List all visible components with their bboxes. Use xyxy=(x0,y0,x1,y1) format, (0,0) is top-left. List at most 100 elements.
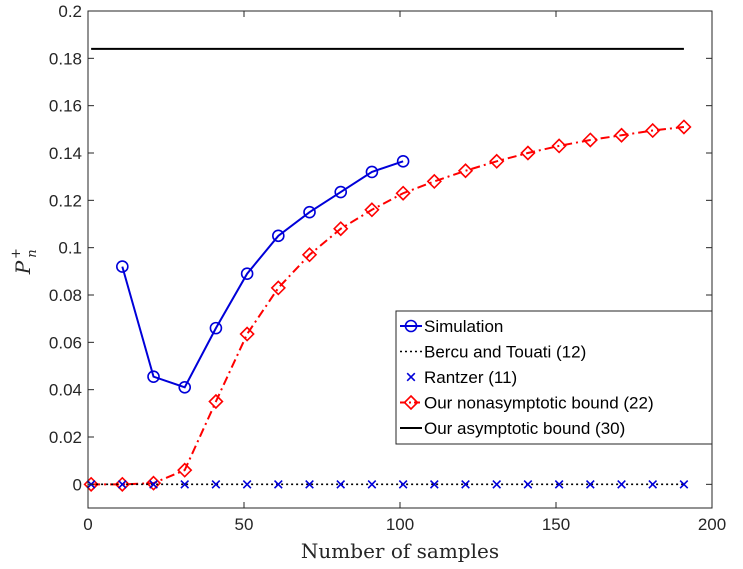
legend-marker xyxy=(406,372,416,382)
data-point xyxy=(180,479,190,489)
legend-item: Our nonasymptotic bound (22) xyxy=(400,394,654,413)
x-marker-stroke xyxy=(149,479,158,489)
data-point xyxy=(648,479,658,489)
data-point xyxy=(239,326,255,342)
data-point xyxy=(211,479,221,489)
y-axis-label-subscript: n xyxy=(25,249,40,257)
legend-item: Bercu and Touati (12) xyxy=(400,343,586,362)
x-marker-stroke xyxy=(461,479,470,489)
x-marker-stroke xyxy=(305,479,314,489)
series-line xyxy=(121,160,404,389)
data-point xyxy=(367,479,377,489)
data-point xyxy=(582,132,598,148)
data-point xyxy=(83,476,99,492)
data-point xyxy=(242,479,252,489)
data-point xyxy=(116,260,129,273)
legend-label: Our asymptotic bound (30) xyxy=(424,419,625,438)
data-point xyxy=(336,479,346,489)
data-point xyxy=(645,122,661,139)
data-point xyxy=(457,163,474,179)
x-marker-stroke xyxy=(648,479,658,489)
data-point xyxy=(398,479,408,489)
x-marker-stroke xyxy=(523,479,533,489)
x-marker-stroke xyxy=(211,479,221,489)
data-point xyxy=(303,205,316,219)
y-tick-label: 0.06 xyxy=(49,333,82,352)
y-axis-label-main: P xyxy=(11,260,35,275)
legend-label: Our nonasymptotic bound (22) xyxy=(424,394,654,413)
data-point xyxy=(305,479,314,489)
x-tick-label: 100 xyxy=(386,515,414,534)
legend-label: Rantzer (11) xyxy=(424,368,517,387)
x-axis-label: Number of samples xyxy=(301,539,499,563)
y-tick-label: 0 xyxy=(73,475,82,494)
data-point xyxy=(429,479,439,489)
x-marker-stroke xyxy=(617,479,626,489)
data-point xyxy=(364,202,380,218)
data-point xyxy=(461,479,470,489)
y-tick-label: 0.12 xyxy=(49,191,82,210)
y-tick-label: 0.14 xyxy=(49,144,82,163)
data-point xyxy=(613,127,630,143)
data-point xyxy=(177,462,193,478)
data-point xyxy=(178,380,192,394)
x-marker-stroke xyxy=(406,372,416,382)
data-point xyxy=(676,119,692,135)
x-marker-stroke xyxy=(367,479,377,489)
data-point xyxy=(270,280,286,296)
x-marker-stroke xyxy=(273,479,283,489)
data-point xyxy=(489,153,505,169)
data-point xyxy=(551,138,567,154)
data-point xyxy=(492,479,502,489)
legend-label: Bercu and Touati (12) xyxy=(424,343,586,362)
x-marker-stroke xyxy=(336,479,346,489)
y-tick-label: 0.2 xyxy=(58,2,82,21)
data-point xyxy=(240,267,254,281)
legend-box xyxy=(395,310,713,445)
x-marker-stroke xyxy=(180,479,190,489)
y-tick-label: 0.02 xyxy=(49,428,82,447)
data-point xyxy=(145,475,162,491)
legend-marker xyxy=(404,319,418,333)
data-point xyxy=(679,479,689,489)
x-tick-label: 150 xyxy=(542,515,570,534)
data-point xyxy=(365,165,379,179)
data-point xyxy=(114,476,130,492)
data-point xyxy=(147,370,160,383)
data-point xyxy=(149,479,158,489)
legend-label: Simulation xyxy=(424,317,503,336)
data-point xyxy=(617,479,626,489)
y-tick-label: 0.18 xyxy=(49,49,82,68)
data-point xyxy=(301,247,318,263)
x-marker-stroke xyxy=(585,479,595,489)
y-tick-label: 0.08 xyxy=(49,286,82,305)
x-tick-label: 50 xyxy=(235,515,254,534)
x-marker-stroke xyxy=(398,479,408,489)
data-point xyxy=(395,185,411,201)
data-point xyxy=(554,479,564,489)
data-point xyxy=(523,479,533,489)
data-point xyxy=(117,479,127,489)
x-marker-stroke xyxy=(554,479,564,489)
data-point xyxy=(272,229,285,243)
legend-item: Simulation xyxy=(400,317,503,336)
y-tick-label: 0.1 xyxy=(58,239,82,258)
data-point xyxy=(273,479,283,489)
x-tick-label: 200 xyxy=(698,515,726,534)
series-our-nonasymptotic-bound-22 xyxy=(83,119,692,492)
x-marker-stroke xyxy=(429,479,439,489)
y-tick-label: 0.04 xyxy=(49,381,82,400)
y-axis-label-superscript: + xyxy=(9,248,24,259)
axes-layer: 0 50 100 150 200 0 0.02 0.04 0.06 0.08 0.1 0.12 0.14… xyxy=(49,2,726,534)
series-simulation xyxy=(116,154,410,394)
series-layer xyxy=(83,47,692,492)
x-marker-stroke xyxy=(679,479,689,489)
x-marker-stroke xyxy=(117,479,127,489)
data-point xyxy=(209,321,223,335)
y-tick-label: 0.16 xyxy=(49,97,82,116)
data-point xyxy=(520,145,536,161)
legend-item: Our asymptotic bound (30) xyxy=(400,419,625,438)
data-point xyxy=(208,393,224,410)
x-marker-stroke xyxy=(242,479,252,489)
